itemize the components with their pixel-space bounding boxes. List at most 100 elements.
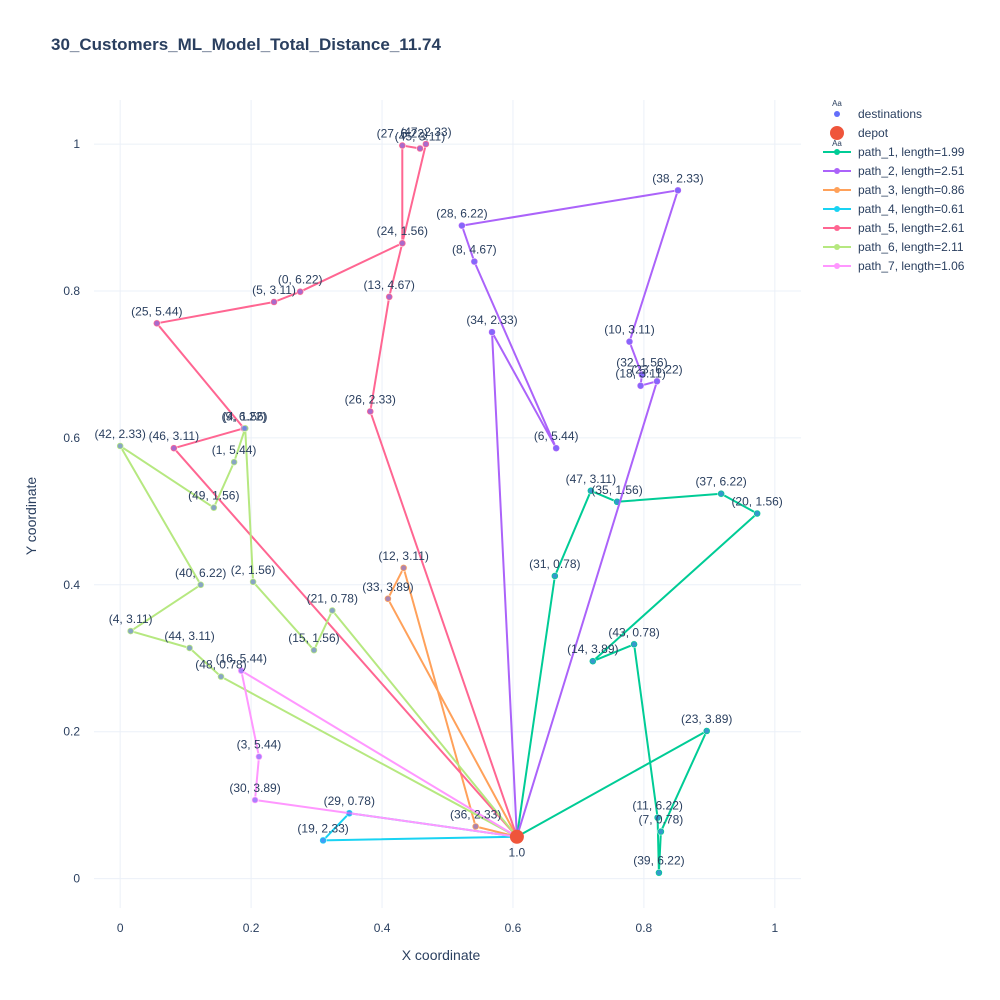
- destination-label: (19, 2.33): [297, 821, 348, 835]
- destination-point[interactable]: [238, 668, 244, 674]
- legend-item-depot[interactable]: Aa depot: [830, 126, 889, 148]
- legend-label: path_2, length=2.51: [858, 164, 965, 178]
- destination-point[interactable]: [423, 141, 429, 147]
- destination-point[interactable]: [218, 674, 224, 680]
- destination-point[interactable]: [590, 658, 596, 664]
- destination-label: (26, 2.33): [345, 392, 396, 406]
- x-tick-label: 0.8: [636, 921, 653, 935]
- destination-label: (32, 1.56): [616, 356, 667, 370]
- destination-label: (14, 3.89): [567, 642, 618, 656]
- y-axis-title: Y coordinate: [23, 477, 39, 556]
- destination-label: (29, 0.78): [324, 794, 375, 808]
- destination-point[interactable]: [489, 329, 495, 335]
- destination-point[interactable]: [639, 372, 645, 378]
- legend-item-path-4[interactable]: path_4, length=0.61: [823, 202, 965, 216]
- destination-label: (13, 4.67): [364, 278, 415, 292]
- destination-point[interactable]: [658, 829, 664, 835]
- destination-point[interactable]: [154, 320, 160, 326]
- destination-label: (28, 6.22): [436, 207, 487, 221]
- legend-item-path-3[interactable]: path_3, length=0.86: [823, 183, 965, 197]
- destination-point[interactable]: [473, 823, 479, 829]
- destination-point[interactable]: [297, 289, 303, 295]
- destination-point[interactable]: [704, 728, 710, 734]
- destination-point[interactable]: [399, 240, 405, 246]
- destination-point[interactable]: [614, 499, 620, 505]
- destination-point[interactable]: [256, 754, 262, 760]
- destination-point[interactable]: [231, 459, 237, 465]
- destination-point[interactable]: [329, 608, 335, 614]
- legend-item-path-2[interactable]: path_2, length=2.51: [823, 164, 965, 178]
- x-tick-label: 1: [771, 921, 778, 935]
- destination-point[interactable]: [638, 383, 644, 389]
- destination-point[interactable]: [128, 628, 134, 634]
- legend-item-path-5[interactable]: path_5, length=2.61: [823, 221, 965, 235]
- destination-point[interactable]: [417, 145, 423, 151]
- legend-item-path-1[interactable]: path_1, length=1.99: [823, 145, 965, 159]
- axis-ticks: 0 0.2 0.4 0.6 0.8 1 0 0.2 0.4 0.6 0.8 1: [63, 137, 778, 935]
- destination-label: (40, 6.22): [175, 566, 226, 580]
- destination-point[interactable]: [385, 596, 391, 602]
- destination-point[interactable]: [311, 647, 317, 653]
- destination-point[interactable]: [588, 488, 594, 494]
- legend-label: path_1, length=1.99: [858, 145, 965, 159]
- destination-point[interactable]: [654, 378, 660, 384]
- destination-point[interactable]: [552, 573, 558, 579]
- destination-label: (49, 1.56): [188, 489, 239, 503]
- depot-point[interactable]: [509, 829, 524, 844]
- legend-marker: [834, 206, 840, 212]
- destination-point[interactable]: [242, 425, 248, 431]
- destination-label: (3, 5.44): [237, 738, 282, 752]
- destination-label: (48, 0.78): [195, 658, 246, 672]
- destination-point[interactable]: [626, 339, 632, 345]
- destination-point[interactable]: [320, 837, 326, 843]
- destination-point[interactable]: [471, 259, 477, 265]
- legend-item-path-7[interactable]: path_7, length=1.06: [823, 259, 965, 273]
- destination-label: (44, 3.11): [164, 629, 214, 643]
- legend-text-glyph: Aa: [832, 99, 842, 108]
- legend-marker: [834, 187, 840, 193]
- destination-label: (6, 5.44): [534, 429, 579, 443]
- destination-label: (27, 6.22): [377, 127, 428, 141]
- destination-point[interactable]: [656, 870, 662, 876]
- destination-point[interactable]: [386, 294, 392, 300]
- destination-label: (46, 3.11): [149, 429, 199, 443]
- destination-point[interactable]: [399, 143, 405, 149]
- legend-marker: [834, 225, 840, 231]
- destination-point[interactable]: [459, 223, 465, 229]
- destination-point[interactable]: [367, 408, 373, 414]
- legend-label: path_7, length=1.06: [858, 259, 965, 273]
- x-tick-label: 0.2: [243, 921, 260, 935]
- destination-point[interactable]: [187, 645, 193, 651]
- chart-title: 30_Customers_ML_Model_Total_Distance_11.…: [51, 35, 441, 54]
- legend-item-destinations[interactable]: Aa destinations: [832, 99, 922, 121]
- destination-point[interactable]: [346, 810, 352, 816]
- destination-point[interactable]: [631, 641, 637, 647]
- legend[interactable]: Aa destinations Aa depot path_1, length=1.99…: [823, 99, 965, 273]
- destination-point[interactable]: [198, 582, 204, 588]
- legend-item-path-6[interactable]: path_6, length=2.11: [823, 240, 964, 254]
- destination-point[interactable]: [401, 565, 407, 571]
- grid: [94, 100, 801, 908]
- destination-point[interactable]: [553, 445, 559, 451]
- destination-point[interactable]: [718, 491, 724, 497]
- destination-point[interactable]: [655, 815, 661, 821]
- destination-label: (4, 3.11): [109, 612, 153, 626]
- destination-point[interactable]: [211, 505, 217, 511]
- destination-point[interactable]: [171, 445, 177, 451]
- legend-label: path_6, length=2.11: [858, 240, 964, 254]
- destination-point[interactable]: [117, 443, 123, 449]
- destination-label: (36, 2.33): [450, 807, 501, 821]
- destination-point[interactable]: [271, 299, 277, 305]
- destination-label: (5, 3.11): [252, 283, 296, 297]
- destination-label: (4, 1.56): [223, 409, 268, 423]
- destination-point[interactable]: [252, 797, 258, 803]
- destination-point[interactable]: [675, 187, 681, 193]
- destination-point[interactable]: [250, 579, 256, 585]
- destination-label: (39, 6.22): [633, 854, 684, 868]
- destination-point[interactable]: [754, 511, 760, 517]
- x-axis-title: X coordinate: [402, 947, 481, 963]
- destination-label: (42, 2.33): [94, 427, 145, 441]
- destination-label: (33, 3.89): [362, 580, 413, 594]
- route-line: [155, 143, 518, 838]
